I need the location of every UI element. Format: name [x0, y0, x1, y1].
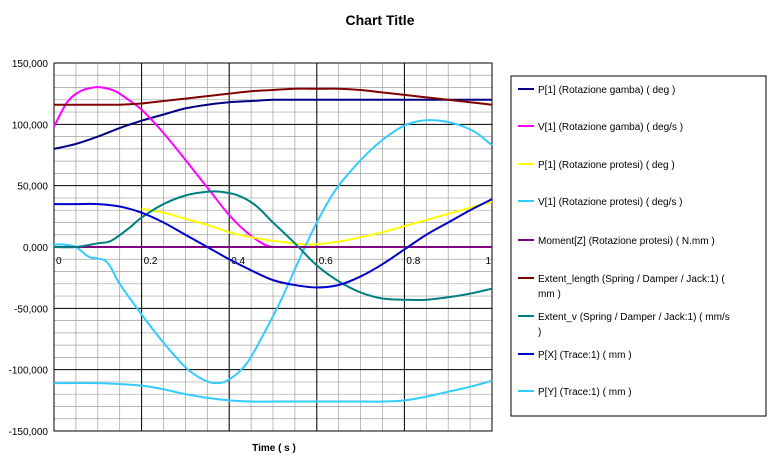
y-tick-label: 0,000 — [23, 243, 48, 254]
series-line-2 — [53, 86, 274, 248]
x-tick-label: 0.2 — [144, 256, 158, 267]
legend-label: V[1] (Rotazione protesi) ( deg/s ) — [538, 197, 683, 208]
x-axis-title: Time ( s ) — [252, 443, 296, 454]
series-layer — [53, 86, 493, 403]
legend: P[1] (Rotazione gamba) ( deg ) V[1] (Rota… — [510, 75, 767, 417]
series-line-8 — [54, 198, 493, 289]
x-tick-label: 0.6 — [319, 256, 333, 267]
y-axis: -150,000 -100,000 -50,000 0,000 50,000 100,00… — [9, 59, 49, 438]
y-tick-label: 50,000 — [17, 182, 48, 193]
x-tick-label: 0 — [56, 256, 62, 267]
chart-title: Chart Title — [346, 12, 415, 28]
y-tick-label: -50,000 — [14, 304, 48, 315]
x-tick-label: 0.4 — [231, 256, 245, 267]
series-line-7 — [53, 190, 493, 301]
y-tick-label: -100,000 — [9, 366, 49, 377]
legend-label: P[X] (Trace:1) ( mm ) — [538, 350, 632, 361]
x-axis: 0 0.2 0.4 0.6 0.8 1 — [56, 256, 491, 267]
series-line-4 — [53, 119, 493, 385]
x-tick-label: 1 — [485, 256, 491, 267]
series-line-9 — [53, 379, 493, 403]
y-tick-label: 150,000 — [12, 59, 49, 70]
legend-label: P[1] (Rotazione gamba) ( deg ) — [538, 85, 675, 96]
y-tick-label: -150,000 — [9, 427, 49, 438]
legend-label: Moment[Z] (Rotazione protesi) ( N.mm ) — [538, 236, 715, 247]
legend-label: P[Y] (Trace:1) ( mm ) — [538, 387, 632, 398]
series-line-6 — [54, 87, 493, 106]
y-tick-label: 100,000 — [12, 120, 49, 131]
series-line-1 — [53, 98, 492, 150]
legend-label: Extent_v (Spring / Damper / Jack:1) ( mm… — [538, 312, 730, 338]
legend-label: P[1] (Rotazione protesi) ( deg ) — [538, 160, 675, 171]
legend-label: Extent_length (Spring / Damper / Jack:1)… — [538, 274, 725, 300]
legend-label: V[1] (Rotazione gamba) ( deg/s ) — [538, 122, 683, 133]
series-line-3 — [141, 200, 493, 246]
legend-box — [510, 75, 767, 417]
x-tick-label: 0.8 — [406, 256, 420, 267]
